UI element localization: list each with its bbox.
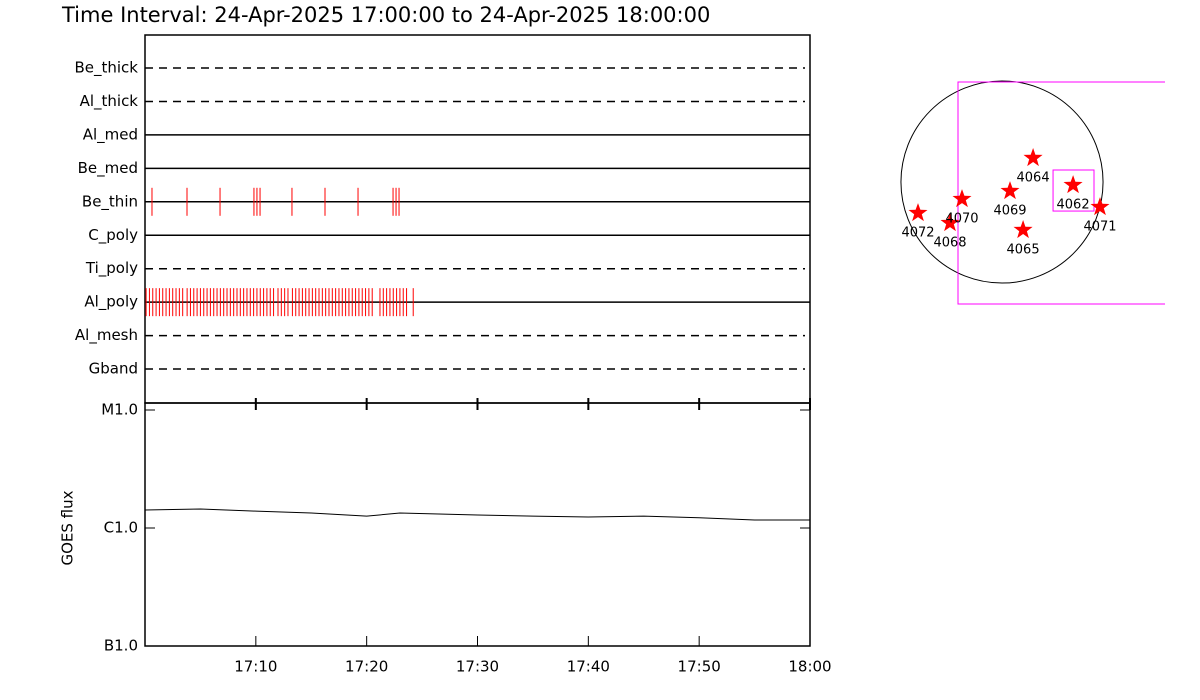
region-star — [908, 203, 928, 222]
y-axis-label: GOES flux — [59, 490, 77, 565]
region-star — [1090, 197, 1110, 216]
region-star — [1000, 181, 1020, 200]
goes-panel — [144, 402, 811, 647]
region-label: 4064 — [1017, 171, 1050, 186]
region-star — [1013, 220, 1033, 239]
region-label: 4070 — [945, 212, 978, 227]
x-tick-label: 18:00 — [788, 658, 831, 676]
y-tick-label: C1.0 — [104, 519, 138, 537]
title: Time Interval: 24-Apr-2025 17:00:00 to 2… — [61, 3, 710, 27]
filter-label: Al_mesh — [75, 326, 138, 345]
solar-limb — [900, 80, 1104, 284]
filter-label: Be_thin — [82, 192, 138, 211]
x-tick-label: 17:30 — [456, 658, 499, 676]
filter-panel — [144, 34, 811, 404]
filter-label: C_poly — [88, 226, 138, 245]
filter-label: Ti_poly — [85, 259, 138, 278]
region-star — [952, 189, 972, 208]
region-star — [1063, 175, 1083, 194]
region-label: 4072 — [901, 226, 934, 241]
region-label: 4062 — [1057, 198, 1090, 213]
filter-label: Al_poly — [84, 293, 138, 312]
x-tick-label: 17:10 — [234, 658, 277, 676]
x-tick-label: 17:40 — [567, 658, 610, 676]
region-label: 4065 — [1007, 243, 1040, 258]
y-tick-label: M1.0 — [101, 401, 138, 419]
x-tick-label: 17:20 — [345, 658, 388, 676]
goes-curve — [144, 508, 810, 521]
filter-label: Al_thick — [80, 92, 139, 111]
region-star — [940, 213, 960, 232]
region-star — [1023, 148, 1043, 167]
filter-label: Be_thick — [74, 59, 138, 78]
filter-label: Al_med — [83, 125, 138, 144]
region-label: 4071 — [1083, 220, 1116, 235]
field-of-view — [957, 81, 1165, 305]
region-label: 4069 — [993, 204, 1026, 219]
sun-map — [900, 80, 1165, 305]
y-tick-label: B1.0 — [104, 637, 138, 655]
field-of-view — [1052, 169, 1095, 212]
filter-label: Gband — [89, 360, 138, 378]
filter-label: Be_med — [78, 159, 138, 178]
region-label: 4068 — [933, 236, 966, 251]
x-tick-label: 17:50 — [678, 658, 721, 676]
